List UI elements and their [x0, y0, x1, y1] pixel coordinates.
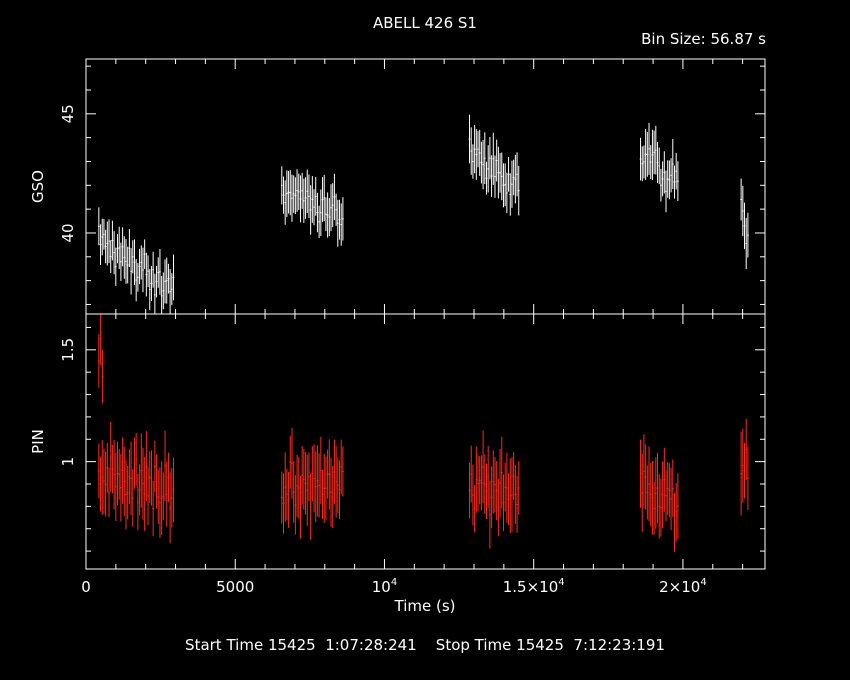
x-tick-label: 0: [81, 578, 91, 596]
y-tick-label: 40: [59, 223, 77, 242]
x-tick-label: 104: [372, 577, 397, 596]
panel-frame-gso: [85, 58, 766, 315]
x-tick-label: 5000: [216, 578, 254, 596]
y-tick-label: 1.5: [59, 338, 77, 362]
gso-data-points: [97, 114, 749, 314]
time-range-footer: Start Time 15425 1:07:28:241 Stop Time 1…: [0, 636, 850, 654]
stop-time-label: Stop Time: [435, 636, 512, 654]
stop-time-value: 15425 7:12:23:191: [516, 636, 665, 654]
pin-data-points: [97, 314, 749, 552]
x-axis-label: Time (s): [394, 597, 456, 615]
panel-frame-pin: [85, 313, 766, 570]
x-tick-label: 2×104: [659, 577, 707, 596]
tick-labels: 40 45 GSO 1 1.5 PIN 0 5000 104 1.5×104 2×104: [29, 104, 707, 596]
chart-title: ABELL 426 S1: [373, 14, 477, 32]
plot-axes: [85, 58, 766, 570]
x-tick-label: 1.5×104: [503, 577, 565, 596]
start-time-label: Start Time: [185, 636, 264, 654]
y-tick-label: 45: [59, 104, 77, 123]
y-axis-label-gso: GSO: [29, 170, 47, 203]
bin-size-label: Bin Size: 56.87 s: [641, 30, 766, 48]
y-tick-label: 1: [59, 457, 77, 467]
start-time-value: 15425 1:07:28:241: [267, 636, 417, 654]
y-axis-label-pin: PIN: [29, 429, 47, 454]
